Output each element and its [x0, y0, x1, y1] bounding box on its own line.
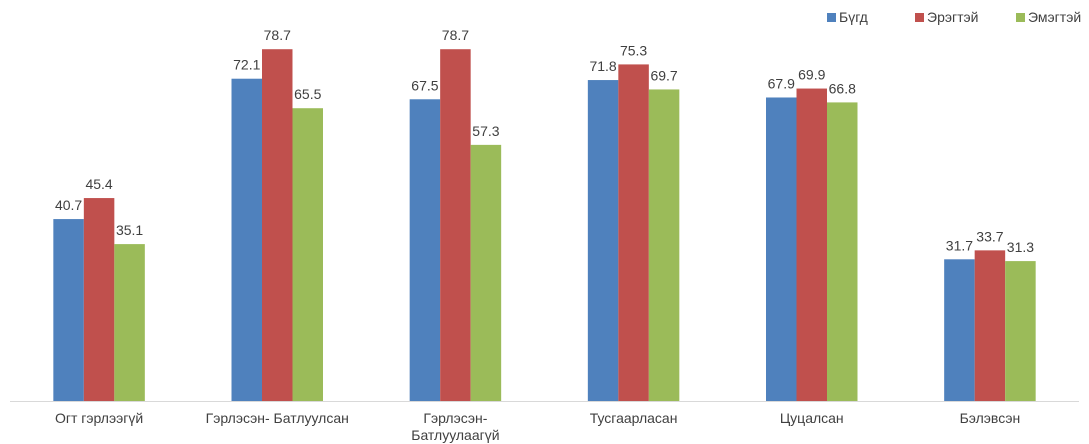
bar-2-1	[231, 78, 262, 401]
data-label-3-3: 57.3	[472, 123, 499, 139]
legend-label-1: Бүгд	[839, 9, 868, 25]
bar-2-2	[262, 49, 293, 401]
bar-6-3	[1005, 261, 1036, 401]
data-label-6-3: 31.3	[1007, 239, 1034, 255]
bar-2-3	[292, 108, 323, 401]
data-label-5-2: 69.9	[798, 67, 825, 83]
data-label-6-1: 31.7	[946, 237, 973, 253]
legend-label-2: Эрэгтэй	[927, 9, 978, 25]
bars-group	[53, 49, 1036, 402]
bar-5-3	[827, 102, 858, 402]
legend: Бүгд Эрэгтэй Эмэгтэй	[827, 9, 1081, 25]
legend-swatch-2	[915, 13, 924, 22]
data-label-4-3: 69.7	[650, 67, 677, 83]
legend-label-3: Эмэгтэй	[1028, 9, 1081, 25]
bar-3-1	[409, 99, 441, 402]
data-label-2-1: 72.1	[233, 57, 260, 73]
bar-3-2	[440, 49, 471, 401]
category-labels-group: Огт гэрлээгүй Гэрлэсэн- Батлуулсан Гэрлэсэ…	[55, 410, 1020, 443]
bar-5-2	[796, 88, 827, 401]
category-label-4: Тусгаарласан	[590, 410, 678, 426]
data-label-2-3: 65.5	[294, 86, 321, 102]
legend-swatch-3	[1016, 13, 1025, 22]
bar-1-3	[114, 244, 145, 401]
data-label-5-3: 66.8	[829, 80, 856, 96]
category-label-2: Гэрлэсэн- Батлуулсан	[206, 410, 349, 426]
bar-4-3	[648, 89, 680, 401]
data-label-3-1: 67.5	[411, 77, 438, 93]
category-label-3: Гэрлэсэн-Батлуулаагүй	[411, 410, 499, 443]
category-label-6: Бэлэвсэн	[960, 410, 1021, 426]
category-label-1: Огт гэрлээгүй	[55, 410, 143, 426]
bar-6-2	[974, 250, 1006, 401]
bar-1-2	[83, 198, 115, 401]
legend-swatch-1	[827, 13, 836, 22]
data-label-4-2: 75.3	[620, 42, 647, 58]
data-labels-group: 40.745.435.172.178.765.567.578.757.371.8…	[55, 27, 1034, 255]
data-label-1-2: 45.4	[85, 176, 112, 192]
bar-4-1	[587, 80, 619, 401]
bar-5-1	[766, 97, 797, 401]
data-label-4-1: 71.8	[589, 58, 616, 74]
data-label-5-1: 67.9	[768, 75, 795, 91]
bar-3-3	[470, 144, 502, 401]
data-label-6-2: 33.7	[976, 228, 1003, 244]
data-label-2-2: 78.7	[264, 27, 291, 43]
bar-6-1	[944, 259, 975, 401]
data-label-1-1: 40.7	[55, 197, 82, 213]
category-label-5: Цуцалсан	[780, 410, 844, 426]
data-label-3-2: 78.7	[442, 27, 469, 43]
bar-1-1	[53, 219, 84, 401]
data-label-1-3: 35.1	[116, 222, 143, 238]
bar-4-2	[618, 64, 649, 401]
